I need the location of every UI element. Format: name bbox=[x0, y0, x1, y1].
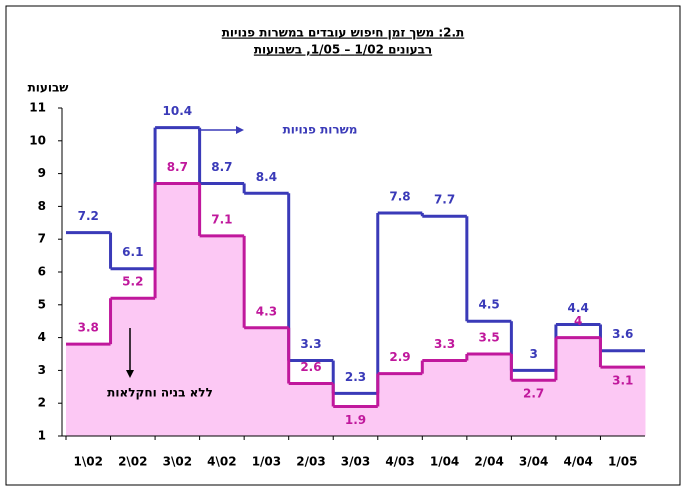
data-label: 1.9 bbox=[345, 413, 366, 427]
y-tick-label: 4 bbox=[38, 330, 46, 344]
data-label: 3 bbox=[529, 347, 537, 361]
x-tick-label: 1/04 bbox=[430, 455, 459, 469]
x-tick-label: 4\02 bbox=[207, 455, 236, 469]
area-fill bbox=[199, 235, 245, 436]
y-axis-label: שבועות bbox=[28, 81, 69, 95]
data-label: 7.7 bbox=[434, 193, 455, 207]
annotation-arrowhead bbox=[236, 126, 244, 134]
chart-subtitle: רבעונים 1/02 – 1/05, בשבועות bbox=[254, 43, 432, 57]
data-label: 2.7 bbox=[523, 387, 544, 401]
data-label: 3.3 bbox=[434, 337, 455, 351]
x-tick-label: 3/04 bbox=[519, 455, 548, 469]
x-tick-label: 4/04 bbox=[563, 455, 592, 469]
area-fill bbox=[600, 367, 646, 436]
data-label: 2.9 bbox=[389, 350, 410, 364]
data-label: 5.2 bbox=[122, 275, 143, 289]
data-label: 8.7 bbox=[211, 160, 232, 174]
area-fill bbox=[66, 344, 112, 436]
data-label: 3.1 bbox=[612, 374, 633, 388]
data-label: 6.1 bbox=[122, 245, 143, 259]
data-label: 2.6 bbox=[300, 360, 321, 374]
area-fill bbox=[511, 380, 557, 436]
y-tick-label: 2 bbox=[38, 396, 46, 410]
y-tick-label: 9 bbox=[38, 166, 46, 180]
data-label: 4.4 bbox=[568, 301, 589, 315]
data-label: 3.6 bbox=[612, 327, 633, 341]
series-annotation: משרות פנויות bbox=[283, 123, 358, 137]
y-tick-label: 11 bbox=[29, 101, 46, 115]
x-tick-label: 2\02 bbox=[118, 455, 147, 469]
x-tick-label: 2/03 bbox=[296, 455, 325, 469]
data-label: 7.8 bbox=[389, 189, 410, 203]
x-tick-label: 3\02 bbox=[163, 455, 192, 469]
y-tick-label: 1 bbox=[38, 429, 46, 443]
y-tick-label: 7 bbox=[38, 232, 46, 246]
y-tick-label: 10 bbox=[29, 133, 46, 147]
data-label: 4.3 bbox=[256, 304, 277, 318]
annotation-arrowhead bbox=[126, 370, 134, 378]
data-label: 2.3 bbox=[345, 370, 366, 384]
data-label: 3.8 bbox=[78, 321, 99, 335]
data-label: 4 bbox=[574, 314, 582, 328]
data-label: 3.3 bbox=[300, 337, 321, 351]
area-fill bbox=[555, 337, 601, 436]
data-label: 7.2 bbox=[78, 209, 99, 223]
area-fill bbox=[244, 327, 290, 436]
x-tick-label: 4/03 bbox=[385, 455, 414, 469]
x-tick-label: 2/04 bbox=[474, 455, 503, 469]
data-label: 4.5 bbox=[478, 298, 499, 312]
y-tick-label: 8 bbox=[38, 199, 46, 213]
y-tick-label: 6 bbox=[38, 265, 46, 279]
x-tick-label: 1\02 bbox=[74, 455, 103, 469]
data-label: 3.5 bbox=[478, 331, 499, 345]
area-fill bbox=[155, 183, 201, 436]
data-label: 7.1 bbox=[211, 212, 232, 226]
area-fill bbox=[288, 383, 334, 436]
area-fill bbox=[466, 354, 512, 436]
chart-title: ת.2: משך זמן חיפוש עובדים במשרות פנויות bbox=[222, 26, 465, 40]
y-tick-label: 5 bbox=[38, 297, 46, 311]
x-tick-label: 1/03 bbox=[252, 455, 281, 469]
x-tick-label: 1/05 bbox=[608, 455, 637, 469]
data-label: 10.4 bbox=[163, 104, 193, 118]
area-fill bbox=[422, 360, 468, 436]
data-label: 8.7 bbox=[167, 160, 188, 174]
y-tick-label: 3 bbox=[38, 363, 46, 377]
area-fill bbox=[377, 373, 423, 436]
data-label: 8.4 bbox=[256, 170, 277, 184]
series-annotation: ללא בניה וחקלאות bbox=[107, 386, 213, 400]
area-fill bbox=[333, 406, 379, 436]
x-tick-label: 3/03 bbox=[341, 455, 370, 469]
frame bbox=[5, 5, 681, 486]
area-fill bbox=[110, 298, 156, 436]
